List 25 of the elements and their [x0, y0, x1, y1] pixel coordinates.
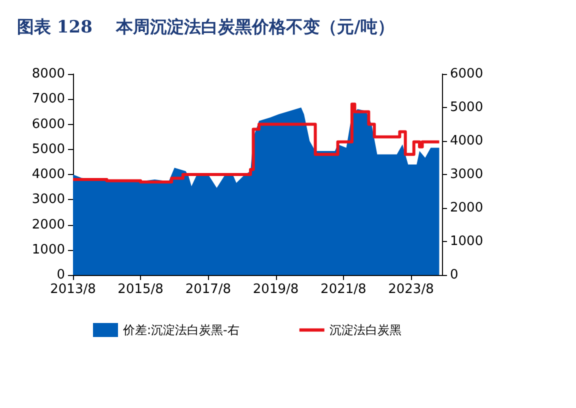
x-tick-label: 2019/8 [252, 282, 299, 297]
x-tick-label: 2017/8 [185, 282, 232, 297]
y2-tick-label: 6000 [450, 66, 484, 82]
y-tick-label: 8000 [32, 66, 65, 82]
y-tick-label: 2000 [32, 217, 65, 232]
y-tick-label: 6000 [32, 116, 65, 132]
y2-tick-label: 1000 [450, 234, 484, 249]
y-tick-label: 1000 [32, 242, 65, 258]
y2-tick-label: 0 [450, 268, 458, 282]
y-tick-label: 5000 [32, 142, 65, 157]
x-tick-label: 2023/8 [388, 282, 434, 297]
legend-label: 沉淀法白炭黑 [329, 323, 402, 337]
y-tick-label: 7000 [32, 92, 65, 107]
y-tick-label: 3000 [32, 192, 65, 208]
x-tick-label: 2013/8 [50, 282, 96, 297]
y2-tick-label: 2000 [450, 200, 484, 216]
y2-tick-label: 5000 [450, 100, 484, 115]
legend-label: 价差:沉淀法白炭黑-右 [122, 323, 240, 337]
y-tick-label: 4000 [32, 167, 65, 182]
x-tick-label: 2015/8 [118, 282, 164, 297]
y-tick-label: 0 [56, 268, 65, 282]
y2-tick-label: 3000 [450, 167, 484, 182]
chart-title: 图表 128 本周沉淀法白炭黑价格不变（元/吨） [17, 18, 394, 38]
y2-tick-label: 4000 [450, 134, 484, 148]
x-tick-label: 2021/8 [320, 282, 366, 297]
